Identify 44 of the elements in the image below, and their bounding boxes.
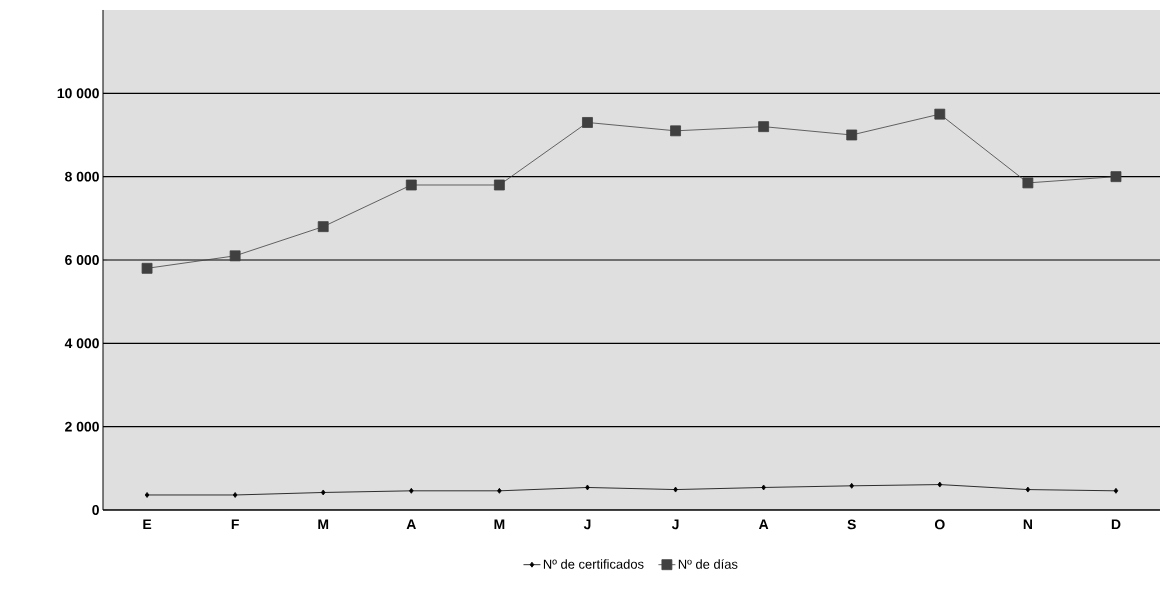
y-tick-label: 4 000 xyxy=(64,338,99,349)
point xyxy=(497,487,502,494)
point xyxy=(937,481,943,488)
point xyxy=(229,250,241,262)
x-tick-label: E xyxy=(143,519,152,530)
x-tick-label: M xyxy=(318,519,329,530)
point xyxy=(934,108,946,120)
point xyxy=(320,489,326,496)
point xyxy=(758,121,770,133)
point xyxy=(232,492,238,498)
legend-label: Nº de certificados xyxy=(543,559,644,569)
point xyxy=(673,486,678,493)
y-tick-label: 8 000 xyxy=(65,171,99,182)
x-tick-label: A xyxy=(406,519,416,530)
point xyxy=(582,117,593,128)
x-tick-label: D xyxy=(1111,519,1121,530)
x-tick-label: A xyxy=(758,519,769,530)
y-tick-label: 10 000 xyxy=(57,88,99,99)
y-tick-label: 6 000 xyxy=(65,255,99,265)
point xyxy=(849,482,854,489)
point xyxy=(1025,486,1031,493)
legend-label: Nº de días xyxy=(678,559,738,569)
point xyxy=(409,487,414,494)
point xyxy=(1113,487,1119,494)
point xyxy=(846,129,858,141)
point xyxy=(761,484,766,491)
x-tick-label: O xyxy=(934,519,945,530)
point xyxy=(585,484,590,491)
x-tick-label: F xyxy=(231,519,239,530)
point xyxy=(1022,177,1034,189)
point xyxy=(670,125,681,137)
point xyxy=(1110,171,1122,183)
x-tick-label: J xyxy=(583,519,591,530)
y-tick-label: 2 000 xyxy=(65,421,99,432)
x-tick-label: M xyxy=(494,519,505,530)
point xyxy=(141,262,153,274)
x-tick-label: N xyxy=(1023,519,1032,530)
point xyxy=(317,221,329,233)
x-tick-label: J xyxy=(671,519,679,530)
point xyxy=(493,179,505,191)
point xyxy=(144,492,150,498)
point xyxy=(405,179,417,191)
y-tick-label: 0 xyxy=(92,505,99,515)
x-tick-label: S xyxy=(847,519,856,530)
